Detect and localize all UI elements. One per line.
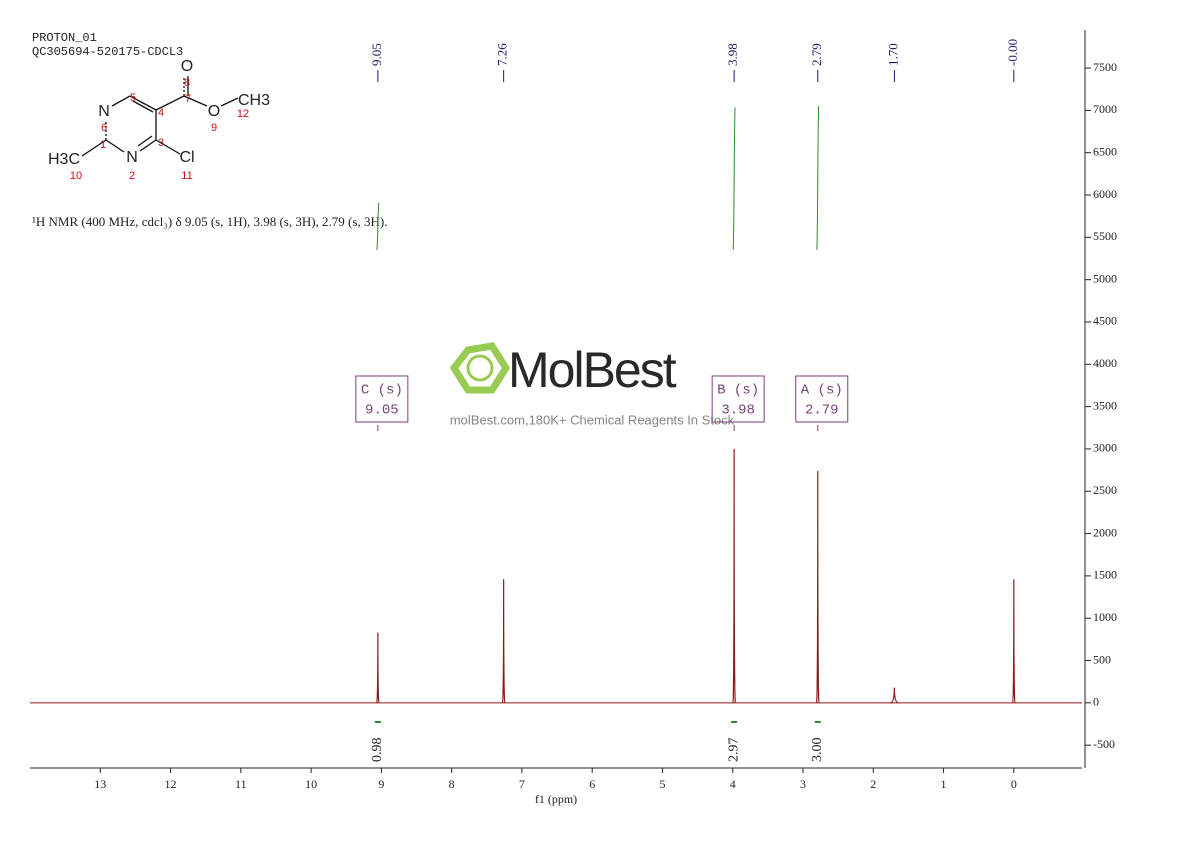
y-tick-label: 0 [1093, 695, 1099, 709]
multiplet-name: C (s) [361, 383, 403, 399]
multiplet-box [795, 375, 849, 423]
atom: N [98, 103, 110, 120]
multiplet-name: B (s) [717, 383, 759, 399]
peak-label: 3.98 [725, 43, 740, 66]
multiplet-shift: 3.98 [721, 403, 755, 419]
y-tick-label: 2500 [1093, 483, 1117, 497]
integral-curve [732, 107, 736, 251]
x-tick-label: 1 [941, 777, 947, 791]
peak [501, 579, 506, 704]
x-tick-label: 4 [730, 777, 736, 791]
integral-curve [376, 202, 380, 251]
x-axis-label: f1 (ppm) [535, 792, 577, 806]
structure: N N O O CH3 Cl H3C 1 2 3 4 5 6 7 8 9 10 … [48, 58, 270, 182]
y-tick-label: 6000 [1093, 187, 1117, 201]
atom-number: 8 [184, 77, 190, 89]
x-tick-label: 6 [589, 777, 595, 791]
multiplet-box [711, 375, 765, 423]
y-tick-label: 1500 [1093, 568, 1117, 582]
multiplet-box [355, 375, 409, 423]
y-tick-label: 4000 [1093, 356, 1117, 370]
x-tick-label: 2 [870, 777, 876, 791]
y-tick-label: 5000 [1093, 271, 1117, 285]
y-tick-label: 500 [1093, 652, 1111, 666]
x-tick-label: 13 [94, 777, 106, 791]
atom: Cl [179, 149, 194, 166]
integral-label: 3.00 [810, 738, 825, 763]
atom-number: 7 [185, 93, 191, 105]
integral-label: 0.98 [370, 738, 385, 763]
x-tick-label: 7 [519, 777, 525, 791]
nmr-description: ¹H NMR (400 MHz, cdcl₃) δ 9.05 (s, 1H), … [32, 214, 387, 229]
atom-number: 12 [237, 108, 249, 120]
title: PROTON_01 [32, 31, 97, 45]
x-tick-label: 5 [659, 777, 665, 791]
watermark: MolBest molBest.com,180K+ Chemical Reage… [449, 342, 735, 427]
y-tick-label: 5500 [1093, 229, 1117, 243]
atom-number: 10 [70, 170, 82, 182]
x-tick-label: 12 [165, 777, 177, 791]
atom: CH3 [238, 92, 270, 109]
peak [815, 470, 820, 704]
atom: N [126, 149, 138, 166]
peak-label: -0.00 [1005, 39, 1020, 66]
x-tick-label: 3 [800, 777, 806, 791]
atom-number: 4 [158, 107, 164, 119]
y-tick-label: 3000 [1093, 441, 1117, 455]
y-tick-label: 2000 [1093, 525, 1117, 539]
multiplet-shift: 9.05 [365, 403, 399, 419]
y-tick-label: 7500 [1093, 60, 1117, 74]
atom: O [208, 103, 220, 120]
peak-label: 2.79 [809, 43, 824, 66]
peak-label: 1.70 [885, 43, 900, 66]
atom-number: 2 [129, 170, 135, 182]
integral-label: 2.97 [726, 738, 741, 763]
y-tick-label: 1000 [1093, 610, 1117, 624]
peak [732, 448, 736, 704]
multiplet-name: A (s) [801, 383, 843, 399]
atom-number: 3 [158, 137, 164, 149]
atom-number: 11 [181, 170, 192, 182]
atom-number: 5 [130, 92, 136, 104]
x-tick-label: 0 [1011, 777, 1017, 791]
peak [1012, 579, 1016, 704]
x-tick-label: 8 [449, 777, 455, 791]
y-tick-label: 4500 [1093, 314, 1117, 328]
peak [376, 632, 380, 704]
watermark-brand: MolBest [508, 342, 677, 398]
atom-number: 9 [211, 122, 217, 134]
x-tick-label: 9 [378, 777, 384, 791]
multiplet-shift: 2.79 [805, 403, 839, 419]
y-tick-label: 6500 [1093, 144, 1117, 158]
watermark-tagline: molBest.com,180K+ Chemical Reagents In S… [450, 412, 735, 427]
atom: O [181, 58, 193, 75]
sample: QC305694-520175-CDCL3 [32, 45, 183, 59]
y-tick-label: -500 [1093, 737, 1115, 751]
integral-curve [816, 105, 820, 251]
atom-number: 1 [100, 139, 106, 151]
y-tick-label: 3500 [1093, 398, 1117, 412]
x-tick-label: 10 [305, 777, 317, 791]
peak-label: 7.26 [495, 43, 510, 66]
peak-label: 9.05 [369, 43, 384, 66]
atom-number: 6 [101, 122, 107, 134]
x-tick-label: 11 [235, 777, 247, 791]
atom: H3C [48, 151, 80, 168]
y-tick-label: 7000 [1093, 102, 1117, 116]
peak [890, 687, 899, 704]
